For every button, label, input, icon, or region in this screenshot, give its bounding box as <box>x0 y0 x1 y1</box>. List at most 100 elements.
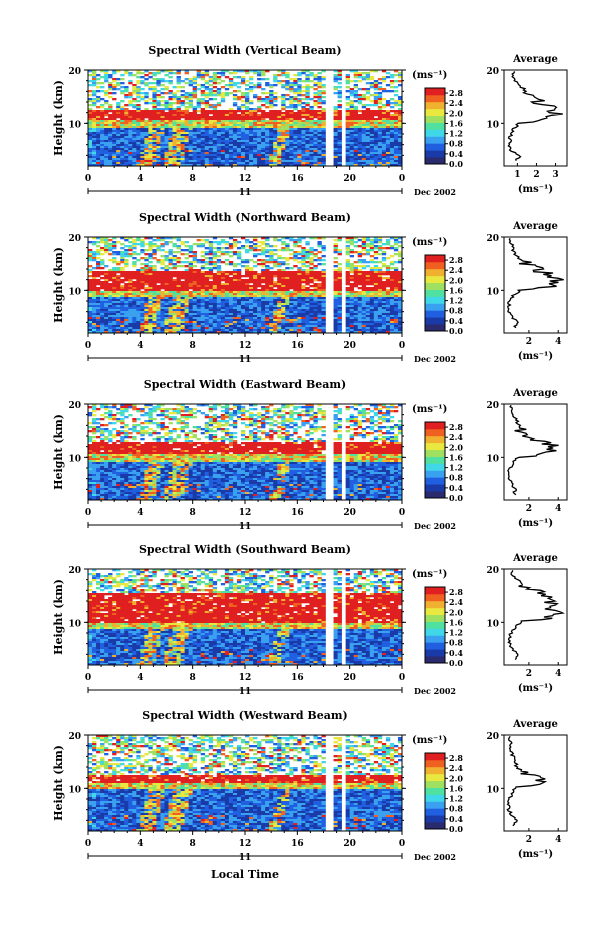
heatmap-cell <box>132 295 137 298</box>
heatmap-cell <box>349 287 354 290</box>
heatmap-cell <box>204 150 210 153</box>
heatmap-cell <box>269 279 274 282</box>
heatmap-cell <box>377 261 383 264</box>
heatmap-cell <box>265 144 270 147</box>
heatmap-cell <box>108 164 113 167</box>
heatmap-cell <box>381 106 387 109</box>
heatmap-cell <box>245 267 250 270</box>
heatmap-cell <box>297 257 302 260</box>
heatmap-cell <box>88 301 93 304</box>
heatmap-cell <box>393 253 399 256</box>
heatmap-cell <box>293 144 298 147</box>
heatmap-cell <box>357 88 363 91</box>
heatmap-cell <box>253 249 258 252</box>
heatmap-cell <box>236 148 242 151</box>
heatmap-cell <box>192 305 197 308</box>
heatmap-cell <box>349 128 354 131</box>
heatmap-cell <box>240 124 246 127</box>
heatmap-cell <box>144 301 149 304</box>
heatmap-cell <box>92 156 97 159</box>
heatmap-cell <box>397 120 403 123</box>
heatmap-cell <box>168 102 173 105</box>
heatmap-cell <box>393 297 399 300</box>
heatmap-cell <box>269 130 274 133</box>
heatmap-cell <box>353 128 359 131</box>
heatmap-cell <box>261 293 266 296</box>
heatmap-cell <box>393 239 399 242</box>
heatmap-cell <box>232 279 238 282</box>
heatmap-cell <box>168 110 173 113</box>
heatmap-cell <box>377 245 383 248</box>
heatmap-cell <box>104 122 109 125</box>
heatmap-cell <box>92 243 97 246</box>
heatmap-cell <box>172 114 177 117</box>
heatmap-cell <box>196 136 202 139</box>
heatmap-cell <box>245 118 250 121</box>
heatmap-cell <box>377 291 383 294</box>
heatmap-cell <box>236 281 242 284</box>
heatmap-cell <box>249 102 254 105</box>
heatmap-cell <box>172 275 177 278</box>
heatmap-cell <box>216 259 222 262</box>
heatmap-cell <box>257 70 262 73</box>
heatmap-cell <box>269 124 274 127</box>
heatmap-cell <box>164 303 169 306</box>
heatmap-cell <box>120 301 125 304</box>
heatmap-cell <box>285 110 290 113</box>
heatmap-cell <box>285 144 290 147</box>
heatmap-cell <box>317 279 322 282</box>
heatmap-cell <box>249 249 254 252</box>
heatmap-cell <box>224 293 230 296</box>
heatmap-cell <box>236 257 242 260</box>
heatmap-cell <box>245 102 250 105</box>
heatmap-cell <box>92 303 97 306</box>
heatmap-cell <box>273 253 278 256</box>
heatmap-cell <box>365 305 371 308</box>
heatmap-cell <box>240 70 246 73</box>
heatmap-cell <box>369 164 375 167</box>
heatmap-cell <box>136 108 141 111</box>
heatmap-cell <box>208 78 214 81</box>
heatmap-cell <box>285 88 290 91</box>
heatmap-cell <box>249 273 254 276</box>
heatmap-cell <box>345 76 350 79</box>
heatmap-cell <box>345 130 350 133</box>
heatmap-cell <box>116 269 121 272</box>
heatmap-cell <box>228 110 234 113</box>
heatmap-cell <box>156 289 161 292</box>
heatmap-cell <box>220 251 226 254</box>
heatmap-cell <box>172 138 177 141</box>
heatmap-cell <box>293 112 298 115</box>
heatmap-cell <box>140 146 145 149</box>
heatmap-cell <box>333 305 338 308</box>
heatmap-cell <box>132 275 137 278</box>
heatmap-cell <box>361 142 367 145</box>
heatmap-cell <box>345 134 350 137</box>
heatmap-cell <box>144 116 149 119</box>
heatmap-cell <box>108 152 113 155</box>
heatmap-cell <box>144 265 149 268</box>
heatmap-cell <box>160 116 165 119</box>
heatmap-cell <box>365 261 371 264</box>
heatmap-cell <box>192 251 197 254</box>
heatmap-cell <box>309 134 314 137</box>
heatmap-cell <box>88 80 93 83</box>
heatmap-cell <box>337 269 342 272</box>
heatmap-cell <box>245 96 250 99</box>
heatmap-cell <box>88 104 93 107</box>
heatmap-cell <box>100 132 105 135</box>
heatmap-cell <box>116 283 121 286</box>
heatmap-cell <box>208 299 214 302</box>
heatmap-cell <box>212 74 218 77</box>
heatmap-cell <box>160 160 165 163</box>
heatmap-cell <box>148 128 153 131</box>
heatmap-cell <box>108 116 113 119</box>
heatmap-cell <box>277 136 282 139</box>
heatmap-cell <box>208 162 214 165</box>
heatmap-cell <box>297 154 302 157</box>
heatmap-cell <box>140 80 145 83</box>
heatmap-cell <box>381 114 387 117</box>
heatmap-cell <box>301 150 306 153</box>
heatmap-cell <box>164 86 169 89</box>
heatmap-cell <box>160 132 165 135</box>
